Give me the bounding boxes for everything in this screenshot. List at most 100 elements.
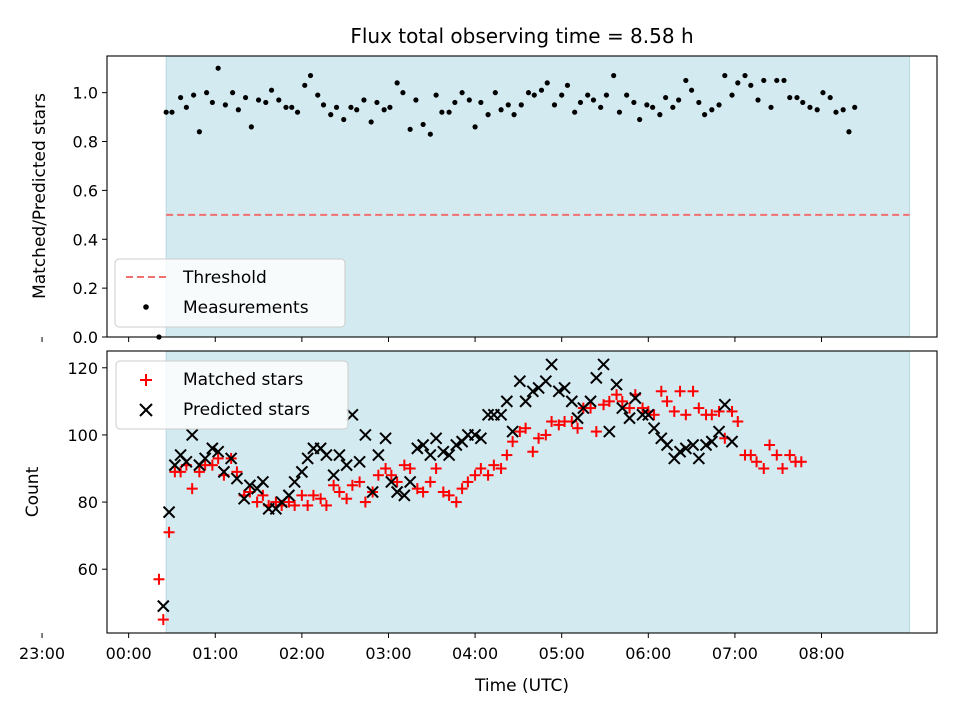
measurement-point [827,94,833,101]
x-tick-label: 01:00 [192,644,238,663]
matched-stars-series [153,385,807,626]
measurement-point [466,97,472,103]
matched-star-point [289,499,301,511]
top-y-tick-label: 0.4 [73,230,98,249]
bottom-panel: 60 80 100 120 23:00 00:00 01:00 02:00 03:00 04:0… [19,350,938,696]
measurement-point [354,107,360,113]
predicted-star-point [243,479,257,492]
measurement-point [544,80,550,86]
matched-star-point [469,469,481,481]
measurement-point [683,77,689,84]
x-tick-label: 06:00 [625,644,671,663]
matched-star-point [758,463,770,474]
predicted-star-point [519,395,532,408]
measurement-point [235,107,241,113]
matched-star-point [585,402,597,414]
matched-legend-label: Matched stars [183,370,303,390]
predicted-star-point [629,391,642,405]
matched-star-point [380,463,392,474]
matched-star-point [514,426,526,438]
measurement-point [729,92,735,98]
matched-star-point [450,496,462,508]
measurement-point [511,112,517,118]
measurement-point [611,72,617,79]
predicted-star-point [692,452,706,465]
predicted-star-point [660,438,674,452]
matched-star-point [417,486,429,498]
predicted-star-point [474,432,488,445]
matched-legend-swatch [140,374,152,386]
bottom-y-tick-label: 100 [67,426,98,445]
measurement-point [294,109,301,115]
measurement-point [538,87,545,93]
predicted-star-point [494,408,508,421]
measurement-point [794,94,800,101]
measurement-point [774,77,780,84]
top-legend-box [114,258,346,328]
top-legend[interactable]: Threshold Measurements [114,258,346,328]
predicted-star-point [390,485,404,499]
matched-star-point [320,499,332,511]
matched-star-point [693,402,705,414]
measurement-point [169,109,175,115]
predicted-star-point [340,458,353,472]
predicted-star-point [282,489,296,502]
matched-star-point [398,459,410,471]
measurement-point [209,99,215,106]
predicted-star-point [725,435,739,448]
measurement-point [644,102,650,108]
matched-star-point [372,469,384,481]
measurement-point [413,97,419,103]
measurement-point [735,80,741,86]
predicted-star-point [211,445,225,458]
matched-star-point [624,402,636,414]
measurement-point [268,87,275,93]
measurement-point [598,104,604,110]
predicted-star-point [590,371,603,385]
predicted-star-point [513,375,527,388]
measurement-point [400,90,406,96]
measurement-point [472,124,478,130]
matched-star-point [687,385,699,397]
matched-star-point [354,476,366,488]
predicted-star-point [506,425,519,438]
matched-star-point [527,446,539,458]
top-y-axis: 0.0 0.2 0.4 0.6 0.8 1.0 [73,84,107,347]
matched-star-point [732,416,744,427]
measurement-point [178,94,184,101]
matched-star-point [706,409,718,421]
measurement-point [663,94,669,101]
matched-star-point [430,463,442,474]
measurement-point [341,116,347,123]
matched-star-point [270,496,282,508]
measurement-point [577,99,584,106]
measurement-point [852,104,858,110]
matched-star-point [302,499,314,511]
matched-star-point [443,489,455,501]
predicted-star-point [372,448,385,462]
bottom-legend[interactable]: Matched stars Predicted stars [115,360,349,430]
measurement-point [525,90,532,96]
predicted-star-point [686,438,700,452]
measurement-point [800,99,806,106]
predicted-star-point [256,475,270,489]
top-plot-frame [106,55,938,338]
predicted-star-point [437,445,450,458]
matched-star-point [212,452,224,464]
matched-star-point [424,476,436,488]
measurement-point [722,72,728,79]
x-axis: 23:00 00:00 01:00 02:00 03:00 04:00 05:00 06:00… [19,633,845,663]
predicted-star-point [224,452,238,465]
bottom-y-axis-label: Count [23,466,43,517]
x-tick-label: 08:00 [798,644,844,663]
predicted-star-point [429,432,443,445]
predicted-star-point [571,411,584,425]
matched-star-point [680,409,692,421]
matched-star-point [661,395,673,407]
matched-star-point [590,426,602,438]
predicted-star-point [468,428,482,442]
predicted-star-point [616,401,629,415]
predicted-star-point [481,408,495,421]
matched-star-point [186,483,198,495]
matched-star-point [251,496,263,508]
